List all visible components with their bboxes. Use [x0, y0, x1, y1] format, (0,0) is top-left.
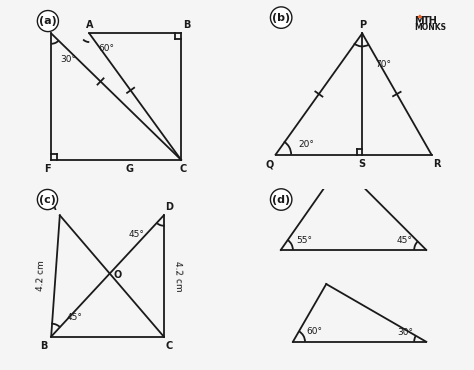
Text: 20°: 20° — [298, 140, 314, 149]
Text: B: B — [40, 341, 48, 351]
Text: C: C — [179, 164, 186, 174]
Text: MONKS: MONKS — [414, 23, 446, 32]
Text: (a): (a) — [39, 16, 57, 26]
Text: 60°: 60° — [99, 44, 115, 53]
Text: A: A — [49, 202, 56, 212]
Text: (c): (c) — [39, 195, 56, 205]
Text: M: M — [414, 16, 424, 26]
Text: D: D — [165, 202, 173, 212]
Text: Q: Q — [265, 159, 274, 169]
Text: 45°: 45° — [129, 230, 145, 239]
Text: A: A — [85, 20, 93, 30]
Text: C: C — [165, 341, 173, 351]
Text: G: G — [125, 164, 133, 174]
Text: B: B — [183, 20, 190, 30]
Text: 70°: 70° — [375, 60, 391, 69]
Text: R: R — [433, 159, 441, 169]
Text: 4.2 cm: 4.2 cm — [173, 260, 183, 292]
Text: (b): (b) — [272, 13, 290, 23]
Text: 4.2 cm: 4.2 cm — [36, 260, 46, 292]
Text: F: F — [45, 164, 51, 174]
Text: E: E — [43, 20, 49, 30]
Text: S: S — [359, 159, 366, 169]
Text: P: P — [359, 20, 366, 30]
Text: O: O — [113, 270, 121, 280]
Text: 60°: 60° — [306, 327, 322, 336]
Text: 45°: 45° — [67, 313, 82, 322]
Polygon shape — [418, 15, 422, 17]
Text: 55°: 55° — [296, 236, 312, 245]
Text: (d): (d) — [272, 195, 290, 205]
Text: 30°: 30° — [61, 55, 77, 64]
Text: TH: TH — [423, 16, 438, 26]
Text: 30°: 30° — [397, 327, 413, 337]
Text: 45°: 45° — [397, 236, 413, 245]
